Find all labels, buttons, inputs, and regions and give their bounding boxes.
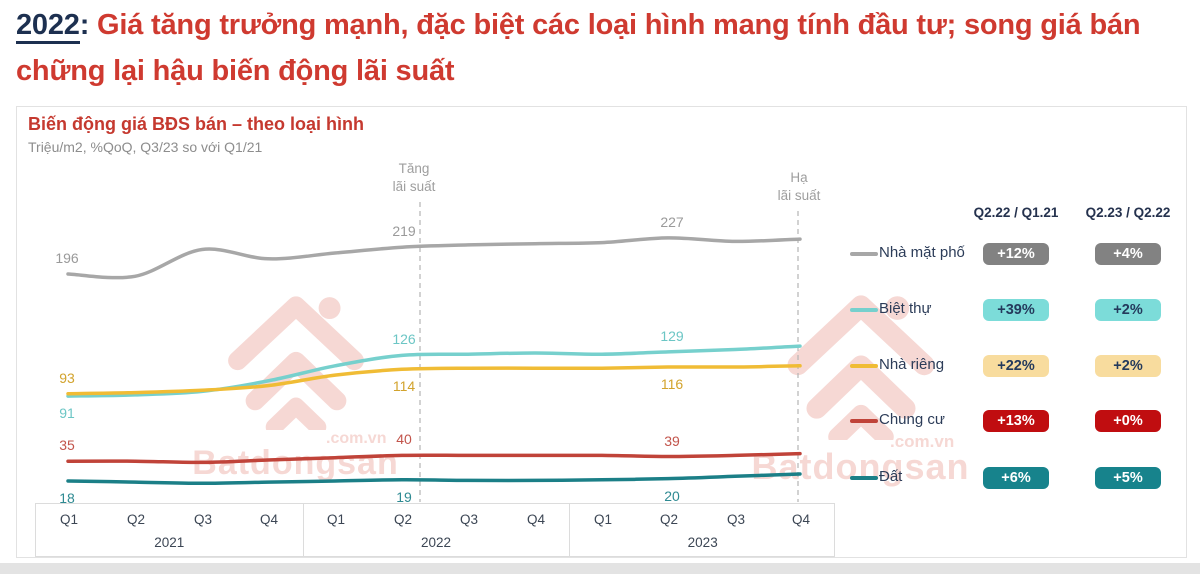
legend-line-swatch — [850, 252, 878, 256]
legend-line-swatch — [850, 364, 878, 368]
value-label: 126 — [392, 331, 416, 348]
x-axis: Q1 Q2 Q3 Q4 Q1 Q2 Q3 Q4 Q1 Q2 Q3 Q4 2021 2022 2023 — [35, 503, 835, 557]
title-text: Giá tăng trưởng mạnh, đặc biệt các loại … — [16, 9, 1141, 87]
legend-label: Biệt thự — [879, 300, 932, 317]
legend-label: Nhà mặt phố — [879, 244, 965, 261]
legend-row: Nhà riêng +22% +2% — [840, 352, 1188, 380]
page-title: 2022: Giá tăng trưởng mạnh, đặc biệt các… — [16, 2, 1191, 94]
value-label: 116 — [660, 375, 684, 392]
value-label: 114 — [392, 378, 416, 395]
legend-line-swatch — [850, 308, 878, 312]
change-badge: +0% — [1095, 410, 1161, 432]
value-label: 227 — [660, 213, 684, 230]
change-badge: +13% — [983, 410, 1049, 432]
quarter-tick-label: Q2 — [393, 512, 413, 527]
change-badge: +39% — [983, 299, 1049, 321]
chart-title: Biến động giá BĐS bán – theo loại hình — [28, 114, 365, 134]
quarter-tick-label: Q2 — [659, 512, 679, 527]
bottom-strip — [0, 563, 1200, 574]
chart-subtitle: Triệu/m2, %QoQ, Q3/23 so với Q1/21 — [28, 139, 263, 155]
year-divider — [569, 504, 571, 556]
quarter-tick-label: Q3 — [459, 512, 479, 527]
change-badge: +2% — [1095, 355, 1161, 377]
legend-row: Đất +6% +5% — [840, 464, 1188, 492]
year-tick-label: 2021 — [154, 535, 185, 550]
quarter-tick-label: Q3 — [193, 512, 213, 527]
value-label: 20 — [664, 487, 680, 504]
legend-label: Nhà riêng — [879, 356, 945, 373]
value-label: 93 — [59, 369, 75, 386]
change-badge: +2% — [1095, 299, 1161, 321]
change-badge: +4% — [1095, 243, 1161, 265]
change-badge: +22% — [983, 355, 1049, 377]
legend-label: Đất — [879, 468, 903, 485]
legend-row: Biệt thự +39% +2% — [840, 296, 1188, 324]
legend-col1-header: Q2.22 / Q1.21 — [973, 205, 1059, 220]
quarter-tick-label: Q4 — [526, 512, 546, 527]
legend-label: Chung cư — [879, 411, 945, 428]
title-year: 2022 — [16, 9, 80, 44]
value-label: 196 — [55, 249, 79, 266]
year-tick-label: 2022 — [420, 535, 452, 550]
legend-col2-header: Q2.23 / Q2.22 — [1085, 205, 1171, 220]
quarter-tick-label: Q4 — [259, 512, 279, 527]
quarter-tick-label: Q4 — [791, 512, 811, 527]
value-label: 129 — [660, 327, 684, 344]
quarter-tick-label: Q1 — [59, 512, 79, 527]
value-label: 219 — [392, 223, 416, 240]
quarter-tick-label: Q2 — [126, 512, 146, 527]
value-label: 39 — [664, 432, 680, 449]
quarter-tick-label: Q3 — [726, 512, 746, 527]
year-tick-label: 2023 — [687, 535, 718, 550]
legend-line-swatch — [850, 419, 878, 423]
annotation-rate-cut: Hạ lãi suất — [777, 170, 821, 203]
quarter-tick-label: Q1 — [326, 512, 346, 527]
value-label: 40 — [396, 431, 412, 448]
value-label: 19 — [396, 488, 412, 505]
legend-row: Chung cư +13% +0% — [840, 407, 1188, 435]
value-label: 35 — [59, 437, 75, 454]
value-label: 91 — [59, 405, 75, 422]
annotation-rate-hike: Tăng lãi suất — [392, 161, 436, 194]
legend-line-swatch — [850, 476, 878, 480]
quarter-tick-label: Q1 — [593, 512, 613, 527]
change-badge: +5% — [1095, 467, 1161, 489]
title-colon: : — [79, 9, 90, 41]
value-label: 18 — [59, 489, 75, 506]
legend-row: Nhà mặt phố +12% +4% — [840, 240, 1188, 268]
change-badge: +12% — [983, 243, 1049, 265]
year-divider — [302, 504, 304, 556]
change-badge: +6% — [983, 467, 1049, 489]
